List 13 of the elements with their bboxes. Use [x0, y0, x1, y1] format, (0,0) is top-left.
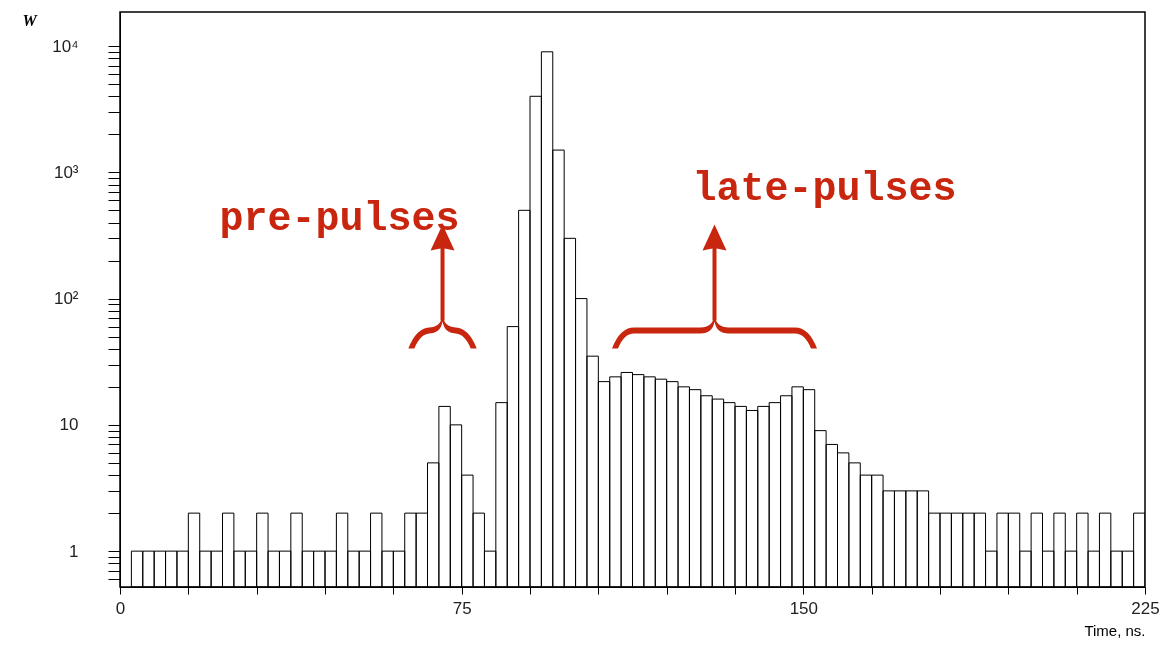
y-tick-label: 10: [59, 415, 79, 435]
y-axis-title: W: [22, 11, 39, 29]
x-tick-label: 225: [1131, 598, 1160, 618]
annotation: pre-pulses: [219, 197, 460, 243]
y-tick-label: 1: [69, 541, 79, 561]
x-tick-label: 150: [789, 598, 819, 618]
x-axis-title: Time, ns.: [1084, 621, 1146, 639]
y-tick-label: 10³: [53, 162, 79, 182]
annotation: late-pulses: [692, 167, 957, 213]
x-tick-label: 0: [115, 598, 126, 618]
x-tick-label: 75: [452, 598, 472, 618]
y-tick-label: 10⁴: [52, 36, 79, 56]
y-tick-label: 10²: [53, 289, 79, 309]
